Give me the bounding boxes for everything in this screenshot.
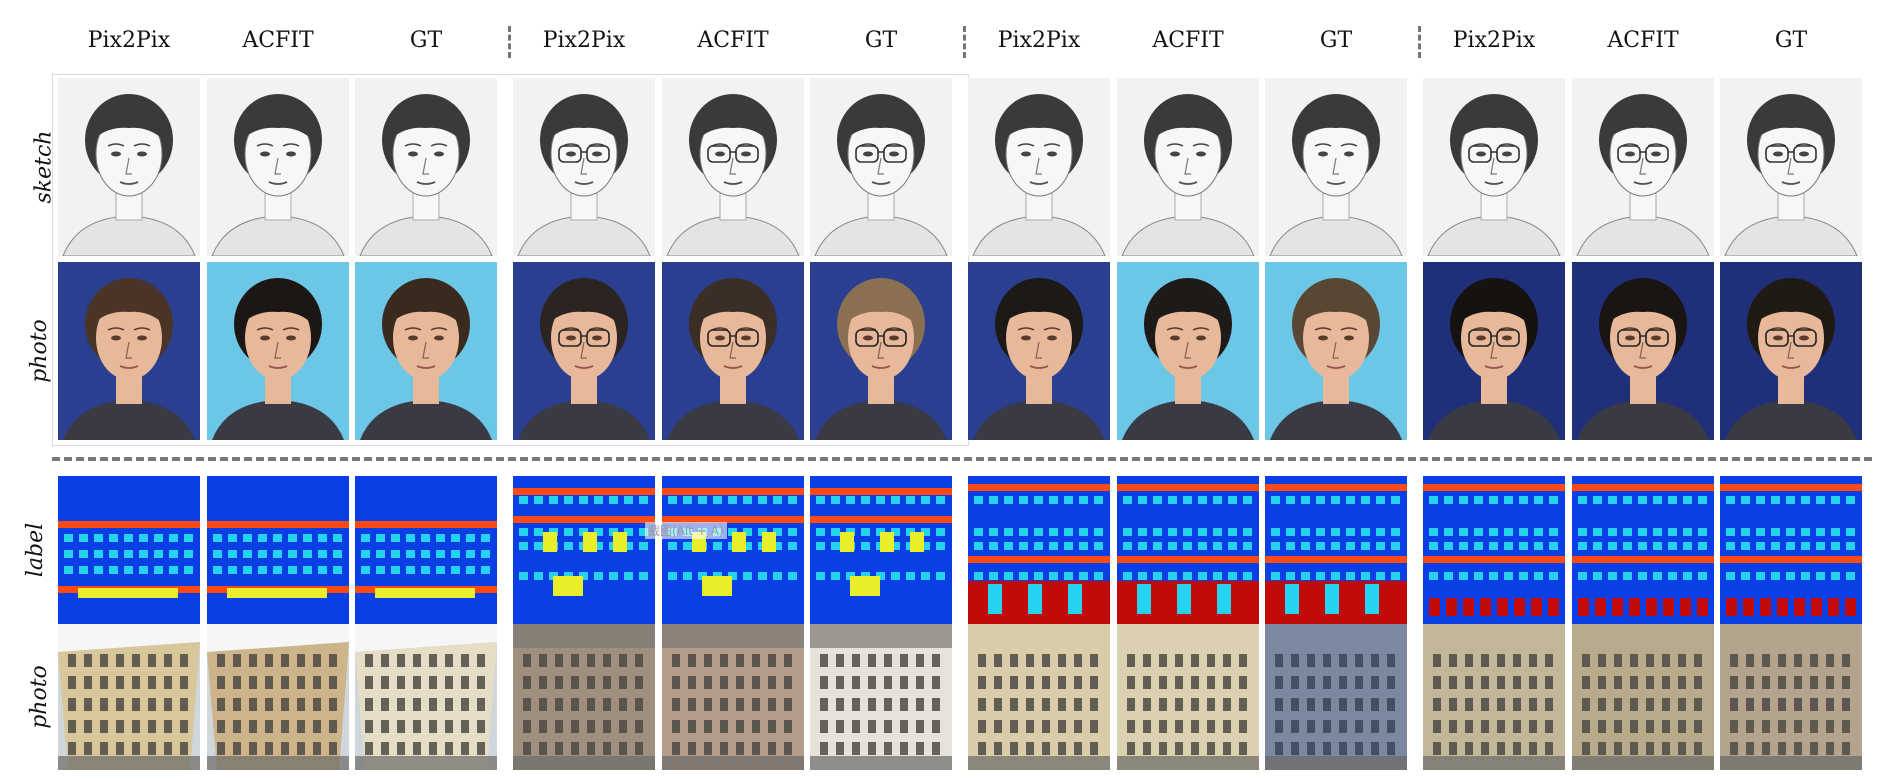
- face-image-acfit: [1117, 262, 1259, 440]
- column-header-pix2pix: Pix2Pix: [87, 28, 171, 53]
- sketch-image-pix2pix: [513, 78, 655, 256]
- facade-image-pix2pix: [58, 624, 200, 770]
- sketch-image-pix2pix: [968, 78, 1110, 256]
- label-image-acfit: [1117, 476, 1259, 624]
- face-image-acfit: [207, 262, 349, 440]
- sketch-image-acfit: [207, 78, 349, 256]
- column-header-gt: GT: [1319, 28, 1353, 53]
- face-image-pix2pix: [968, 262, 1110, 440]
- sketch-image-gt: [810, 78, 952, 256]
- face-image-acfit: [1572, 262, 1714, 440]
- facade-image-acfit: [1117, 624, 1259, 770]
- face-image-acfit: [662, 262, 804, 440]
- label-image-acfit: [662, 476, 804, 624]
- column-header-pix2pix: Pix2Pix: [1452, 28, 1536, 53]
- column-header-gt: GT: [409, 28, 443, 53]
- column-header-pix2pix: Pix2Pix: [997, 28, 1081, 53]
- label-image-pix2pix: [1423, 476, 1565, 624]
- sketch-image-pix2pix: [58, 78, 200, 256]
- facade-image-pix2pix: [968, 624, 1110, 770]
- face-image-gt: [810, 262, 952, 440]
- group-separator: [508, 26, 511, 58]
- label-image-pix2pix: [513, 476, 655, 624]
- label-image-acfit: [1572, 476, 1714, 624]
- sketch-image-gt: [355, 78, 497, 256]
- facade-image-gt: [1720, 624, 1862, 770]
- label-image-pix2pix: [58, 476, 200, 624]
- screenshot-watermark: 截图(Alt + A): [645, 522, 727, 539]
- sketch-image-acfit: [662, 78, 804, 256]
- panel-frame: [52, 74, 969, 446]
- section-separator: [52, 457, 1872, 461]
- face-image-pix2pix: [58, 262, 200, 440]
- facade-image-pix2pix: [1423, 624, 1565, 770]
- column-header-acfit: ACFIT: [1607, 28, 1679, 53]
- face-image-pix2pix: [1423, 262, 1565, 440]
- face-image-gt: [355, 262, 497, 440]
- face-image-pix2pix: [513, 262, 655, 440]
- row-label-label: label: [22, 522, 48, 578]
- label-image-gt: [810, 476, 952, 624]
- column-header-acfit: ACFIT: [242, 28, 314, 53]
- facade-image-gt: [1265, 624, 1407, 770]
- column-header-gt: GT: [1774, 28, 1808, 53]
- sketch-image-acfit: [1117, 78, 1259, 256]
- facade-image-acfit: [662, 624, 804, 770]
- column-header-pix2pix: Pix2Pix: [542, 28, 626, 53]
- facade-image-gt: [355, 624, 497, 770]
- sketch-image-acfit: [1572, 78, 1714, 256]
- face-image-gt: [1265, 262, 1407, 440]
- column-header-acfit: ACFIT: [1152, 28, 1224, 53]
- column-header-acfit: ACFIT: [697, 28, 769, 53]
- column-header-gt: GT: [864, 28, 898, 53]
- label-image-acfit: [207, 476, 349, 624]
- facade-image-acfit: [1572, 624, 1714, 770]
- group-separator: [963, 26, 966, 58]
- group-separator: [1418, 26, 1421, 58]
- facade-image-pix2pix: [513, 624, 655, 770]
- face-image-gt: [1720, 262, 1862, 440]
- sketch-image-gt: [1720, 78, 1862, 256]
- sketch-image-gt: [1265, 78, 1407, 256]
- label-image-gt: [355, 476, 497, 624]
- sketch-image-pix2pix: [1423, 78, 1565, 256]
- facade-image-gt: [810, 624, 952, 770]
- facade-image-acfit: [207, 624, 349, 770]
- label-image-gt: [1265, 476, 1407, 624]
- row-label-photo: photo: [26, 665, 52, 729]
- label-image-gt: [1720, 476, 1862, 624]
- label-image-pix2pix: [968, 476, 1110, 624]
